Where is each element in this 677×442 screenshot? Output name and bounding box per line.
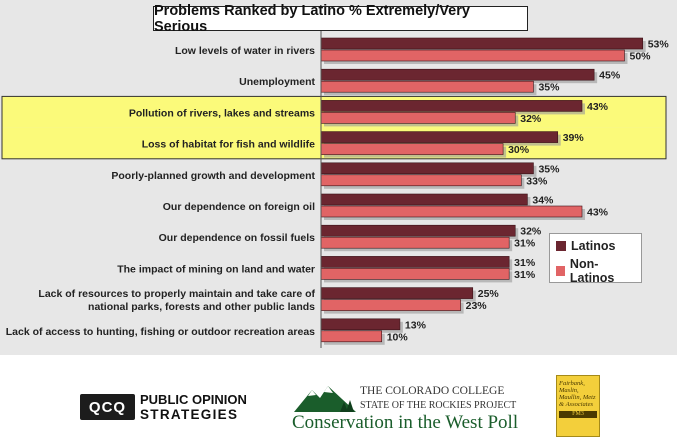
bar-non-latinos-lack-of-access-to-hunting-fishing-or-outdoor-recreation-areas xyxy=(320,330,383,343)
footer-logos: QCQ PUBLIC OPINION STRATEGIES THE COLORA… xyxy=(0,355,677,442)
mountain-icon xyxy=(294,386,356,412)
category-label-lack-of-access-to-hunting-fishing-or-outdoor-recreation-areas: Lack of access to hunting, fishing or ou… xyxy=(6,326,315,338)
bar-non-latinos-unemployment xyxy=(320,80,534,93)
bar-non-latinos-our-dependence-on-fossil-fuels xyxy=(320,236,510,249)
bar-latinos-poorly-planned-growth-and-development xyxy=(320,162,534,175)
category-label-pollution-of-rivers-lakes-and-streams: Pollution of rivers, lakes and streams xyxy=(129,107,315,119)
data-label-latinos-pollution-of-rivers-lakes-and-streams: 43% xyxy=(587,101,609,113)
bar-non-latinos-low-levels-of-water-in-rivers xyxy=(320,49,625,62)
cc-line-1: THE COLORADO COLLEGE xyxy=(360,385,505,397)
category-label-low-levels-of-water-in-rivers: Low levels of water in rivers xyxy=(175,45,315,57)
category-label-our-dependence-on-fossil-fuels: Our dependence on fossil fuels xyxy=(159,232,316,244)
bar-non-latinos-our-dependence-on-foreign-oil xyxy=(320,205,583,218)
data-label-non-latinos-lack-of-resources-to-properly-maintain-and-take-care-of: 23% xyxy=(466,300,488,312)
legend-item-latinos: Latinos xyxy=(556,239,635,253)
pos-logo-mark: QCQ xyxy=(80,394,135,420)
category-label-the-impact-of-mining-on-land-and-water: The impact of mining on land and water xyxy=(117,263,315,275)
data-label-non-latinos-pollution-of-rivers-lakes-and-streams: 32% xyxy=(520,113,542,125)
highlight-border xyxy=(1,95,667,160)
bar-latinos-the-impact-of-mining-on-land-and-water xyxy=(320,256,510,268)
data-label-latinos-unemployment: 45% xyxy=(599,70,621,82)
category-label-lack-of-resources-to-properly-maintain-and-take-care-of: Lack of resources to properly maintain a… xyxy=(38,288,315,313)
data-label-non-latinos-lack-of-access-to-hunting-fishing-or-outdoor-recreation-areas: 10% xyxy=(387,331,409,343)
data-label-latinos-lack-of-resources-to-properly-maintain-and-take-care-of: 25% xyxy=(478,288,500,300)
bar-non-latinos-poorly-planned-growth-and-development xyxy=(320,174,522,187)
bar-non-latinos-pollution-of-rivers-lakes-and-streams xyxy=(320,112,516,124)
public-opinion-strategies-logo: QCQ PUBLIC OPINION STRATEGIES xyxy=(80,392,247,422)
category-label-poorly-planned-growth-and-development: Poorly-planned growth and development xyxy=(111,170,315,182)
cc-line-3: Conservation in the West Poll xyxy=(292,412,519,433)
data-label-non-latinos-unemployment: 35% xyxy=(538,82,560,94)
colorado-college-logo: THE COLORADO COLLEGE STATE OF THE ROCKIE… xyxy=(292,380,522,435)
bar-chart: Low levels of water in rivers 53%50% Unemp… xyxy=(1,30,670,348)
category-label-our-dependence-on-foreign-oil: Our dependence on foreign oil xyxy=(163,201,315,213)
data-label-latinos-our-dependence-on-fossil-fuels: 32% xyxy=(520,226,542,238)
data-label-non-latinos-poorly-planned-growth-and-development: 33% xyxy=(526,175,548,187)
chart-panel: Low levels of water in rivers 53% 50% Unemp… xyxy=(0,0,677,355)
data-label-non-latinos-low-levels-of-water-in-rivers: 50% xyxy=(630,51,652,63)
bar-latinos-pollution-of-rivers-lakes-and-streams xyxy=(320,100,583,112)
legend-swatch-latinos xyxy=(556,241,566,251)
data-label-latinos-lack-of-access-to-hunting-fishing-or-outdoor-recreation-areas: 13% xyxy=(405,319,427,331)
legend-swatch-non-latinos xyxy=(556,266,565,276)
fm3-logo-text: Fairbank, Maslin, Maullin, Metz & Associ… xyxy=(559,380,596,408)
bar-latinos-low-levels-of-water-in-rivers xyxy=(320,37,644,50)
cc-line-2: STATE OF THE ROCKIES PROJECT xyxy=(360,400,517,411)
bar-non-latinos-loss-of-habitat-for-fish-and-wildlife xyxy=(320,143,504,155)
pos-line-1: PUBLIC OPINION xyxy=(140,392,247,407)
bar-non-latinos-the-impact-of-mining-on-land-and-water xyxy=(320,268,510,280)
chart-title: Problems Ranked by Latino % Extremely/Ve… xyxy=(153,3,528,35)
bar-latinos-lack-of-resources-to-properly-maintain-and-take-care-of xyxy=(320,287,474,299)
pos-logo-text: PUBLIC OPINION STRATEGIES xyxy=(140,392,250,422)
data-label-non-latinos-loss-of-habitat-for-fish-and-wildlife: 30% xyxy=(508,144,530,156)
chart-legend: Latinos Non-Latinos xyxy=(549,233,642,285)
bar-latinos-lack-of-access-to-hunting-fishing-or-outdoor-recreation-areas xyxy=(320,318,401,331)
bar-latinos-our-dependence-on-foreign-oil xyxy=(320,193,528,206)
bar-latinos-unemployment xyxy=(320,68,595,81)
data-label-latinos-low-levels-of-water-in-rivers: 53% xyxy=(648,39,670,51)
data-label-non-latinos-our-dependence-on-foreign-oil: 43% xyxy=(587,207,609,219)
data-label-latinos-poorly-planned-growth-and-development: 35% xyxy=(538,163,560,175)
fm3-badge: FM3 xyxy=(559,411,597,418)
legend-label-non-latinos: Non-Latinos xyxy=(569,257,615,285)
data-label-non-latinos-our-dependence-on-fossil-fuels: 31% xyxy=(514,238,536,250)
fm3-logo: Fairbank, Maslin, Maullin, Metz & Associ… xyxy=(556,375,600,437)
data-label-latinos-the-impact-of-mining-on-land-and-water: 31% xyxy=(514,257,536,269)
bar-latinos-loss-of-habitat-for-fish-and-wildlife xyxy=(320,131,559,143)
category-label-loss-of-habitat-for-fish-and-wildlife: Loss of habitat for fish and wildlife xyxy=(142,139,315,151)
data-label-latinos-our-dependence-on-foreign-oil: 34% xyxy=(532,195,554,207)
data-label-non-latinos-the-impact-of-mining-on-land-and-water: 31% xyxy=(514,269,536,281)
pos-line-2: STRATEGIES xyxy=(140,407,239,422)
data-label-latinos-loss-of-habitat-for-fish-and-wildlife: 39% xyxy=(563,132,585,144)
category-label-unemployment: Unemployment xyxy=(239,76,315,88)
legend-item-non-latinos: Non-Latinos xyxy=(556,257,635,285)
legend-label-latinos: Latinos xyxy=(571,239,616,253)
bar-latinos-our-dependence-on-fossil-fuels xyxy=(320,224,516,237)
bar-non-latinos-lack-of-resources-to-properly-maintain-and-take-care-of xyxy=(320,299,461,311)
